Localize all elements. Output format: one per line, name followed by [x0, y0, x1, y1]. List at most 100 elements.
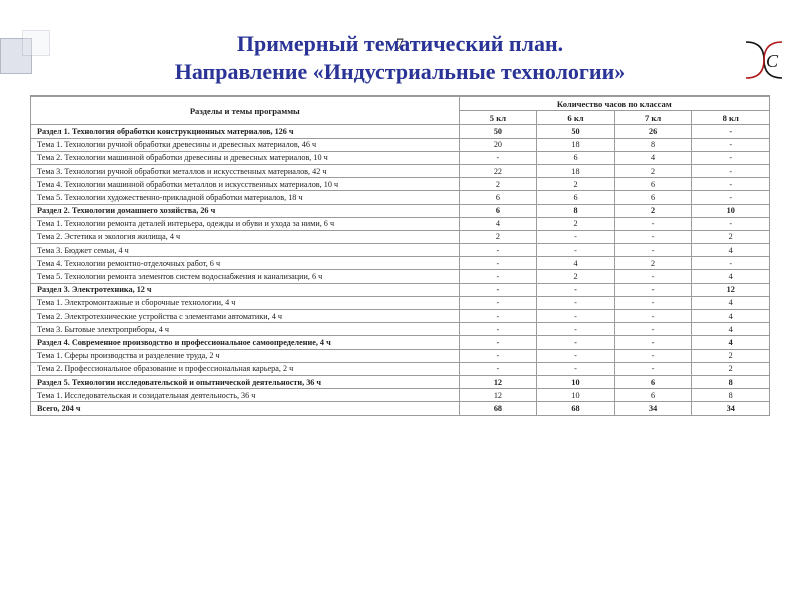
- row-name: Тема 4. Технологии машинной обработки ме…: [31, 178, 460, 191]
- row-name: Тема 4. Технологии ремонтно-отделочных р…: [31, 257, 460, 270]
- row-value: 4: [537, 257, 615, 270]
- row-name: Тема 3. Бытовые электроприборы, 4 ч: [31, 323, 460, 336]
- row-value: 10: [537, 375, 615, 388]
- title-line-2: Направление «Индустриальные технологии»: [175, 59, 626, 84]
- table-row: Тема 4. Технологии машинной обработки ме…: [31, 178, 770, 191]
- row-value: -: [614, 296, 692, 309]
- row-name: Раздел 5. Технологии исследовательской и…: [31, 375, 460, 388]
- table-row: Раздел 5. Технологии исследовательской и…: [31, 375, 770, 388]
- row-value: -: [459, 151, 537, 164]
- row-value: 8: [537, 204, 615, 217]
- logo-top-right: C: [742, 40, 786, 80]
- row-value: 4: [692, 244, 770, 257]
- row-value: 2: [614, 257, 692, 270]
- row-value: 4: [459, 217, 537, 230]
- row-value: -: [692, 257, 770, 270]
- table-row: Раздел 4. Современное производство и про…: [31, 336, 770, 349]
- row-value: 2: [537, 217, 615, 230]
- row-value: -: [614, 336, 692, 349]
- table-row: Всего, 204 ч68683434: [31, 402, 770, 415]
- row-value: 18: [537, 164, 615, 177]
- row-name: Тема 1. Электромонтажные и сборочные тех…: [31, 296, 460, 309]
- row-value: 6: [537, 151, 615, 164]
- row-value: -: [459, 296, 537, 309]
- row-name: Тема 3. Технологии ручной обработки мета…: [31, 164, 460, 177]
- row-name: Раздел 2. Технологии домашнего хозяйства…: [31, 204, 460, 217]
- row-value: 2: [692, 349, 770, 362]
- table-row: Раздел 2. Технологии домашнего хозяйства…: [31, 204, 770, 217]
- table-row: Тема 3. Бюджет семьи, 4 ч---4: [31, 244, 770, 257]
- page-number: 7: [0, 36, 800, 54]
- row-value: 20: [459, 138, 537, 151]
- header-grade-8: 8 кл: [692, 111, 770, 125]
- row-value: 2: [537, 178, 615, 191]
- row-value: 2: [614, 164, 692, 177]
- row-name: Всего, 204 ч: [31, 402, 460, 415]
- row-value: 12: [692, 283, 770, 296]
- row-value: 4: [692, 310, 770, 323]
- row-value: 8: [614, 138, 692, 151]
- row-name: Тема 2. Профессиональное образование и п…: [31, 362, 460, 375]
- row-value: -: [692, 138, 770, 151]
- row-value: -: [614, 230, 692, 243]
- row-value: 4: [692, 270, 770, 283]
- row-value: 26: [614, 125, 692, 138]
- table-row: Тема 2. Эстетика и экология жилища, 4 ч 2…: [31, 230, 770, 243]
- row-value: 6: [614, 191, 692, 204]
- row-value: 22: [459, 164, 537, 177]
- row-name: Тема 1. Исследовательская и созидательна…: [31, 389, 460, 402]
- row-value: 18: [537, 138, 615, 151]
- row-value: -: [614, 217, 692, 230]
- row-value: 2: [614, 204, 692, 217]
- row-value: -: [537, 349, 615, 362]
- row-name: Тема 1. Технологии ручной обработки древ…: [31, 138, 460, 151]
- row-value: 50: [537, 125, 615, 138]
- row-value: -: [459, 349, 537, 362]
- row-value: -: [614, 310, 692, 323]
- row-value: 2: [692, 230, 770, 243]
- row-value: -: [692, 164, 770, 177]
- row-value: -: [537, 310, 615, 323]
- row-name: Тема 5. Технологии художественно-приклад…: [31, 191, 460, 204]
- row-value: -: [459, 362, 537, 375]
- row-value: 6: [459, 191, 537, 204]
- row-value: 68: [537, 402, 615, 415]
- table-row: Тема 1. Сферы производства и разделение …: [31, 349, 770, 362]
- row-name: Тема 2. Эстетика и экология жилища, 4 ч: [31, 230, 460, 243]
- row-name: Раздел 4. Современное производство и про…: [31, 336, 460, 349]
- row-value: 12: [459, 375, 537, 388]
- row-value: 34: [692, 402, 770, 415]
- header-grade-6: 6 кл: [537, 111, 615, 125]
- row-value: -: [692, 217, 770, 230]
- row-value: 8: [692, 389, 770, 402]
- row-value: 2: [692, 362, 770, 375]
- row-value: -: [459, 257, 537, 270]
- row-value: -: [459, 310, 537, 323]
- row-value: 68: [459, 402, 537, 415]
- table-row: Тема 4. Технологии ремонтно-отделочных р…: [31, 257, 770, 270]
- row-value: -: [459, 244, 537, 257]
- row-value: 4: [692, 323, 770, 336]
- row-value: -: [537, 362, 615, 375]
- curriculum-table: Разделы и темы программы Количество часо…: [30, 95, 770, 416]
- header-sections: Разделы и темы программы: [31, 97, 460, 125]
- row-value: 10: [537, 389, 615, 402]
- row-value: -: [459, 323, 537, 336]
- row-value: 4: [614, 151, 692, 164]
- table-row: Раздел 3. Электротехника, 12 ч---12: [31, 283, 770, 296]
- header-hours-group: Количество часов по классам: [459, 97, 769, 111]
- row-value: -: [459, 336, 537, 349]
- row-value: -: [614, 349, 692, 362]
- row-value: -: [537, 283, 615, 296]
- row-value: 8: [692, 375, 770, 388]
- table-row: Тема 5. Технологии художественно-приклад…: [31, 191, 770, 204]
- table-row: Тема 3. Технологии ручной обработки мета…: [31, 164, 770, 177]
- row-value: -: [692, 125, 770, 138]
- row-value: -: [537, 323, 615, 336]
- table-row: Тема 1. Технологии ручной обработки древ…: [31, 138, 770, 151]
- row-name: Тема 2. Электротехнические устройства с …: [31, 310, 460, 323]
- row-value: -: [614, 283, 692, 296]
- row-name: Тема 1. Технологии ремонта деталей интер…: [31, 217, 460, 230]
- row-value: -: [692, 178, 770, 191]
- row-value: 2: [537, 270, 615, 283]
